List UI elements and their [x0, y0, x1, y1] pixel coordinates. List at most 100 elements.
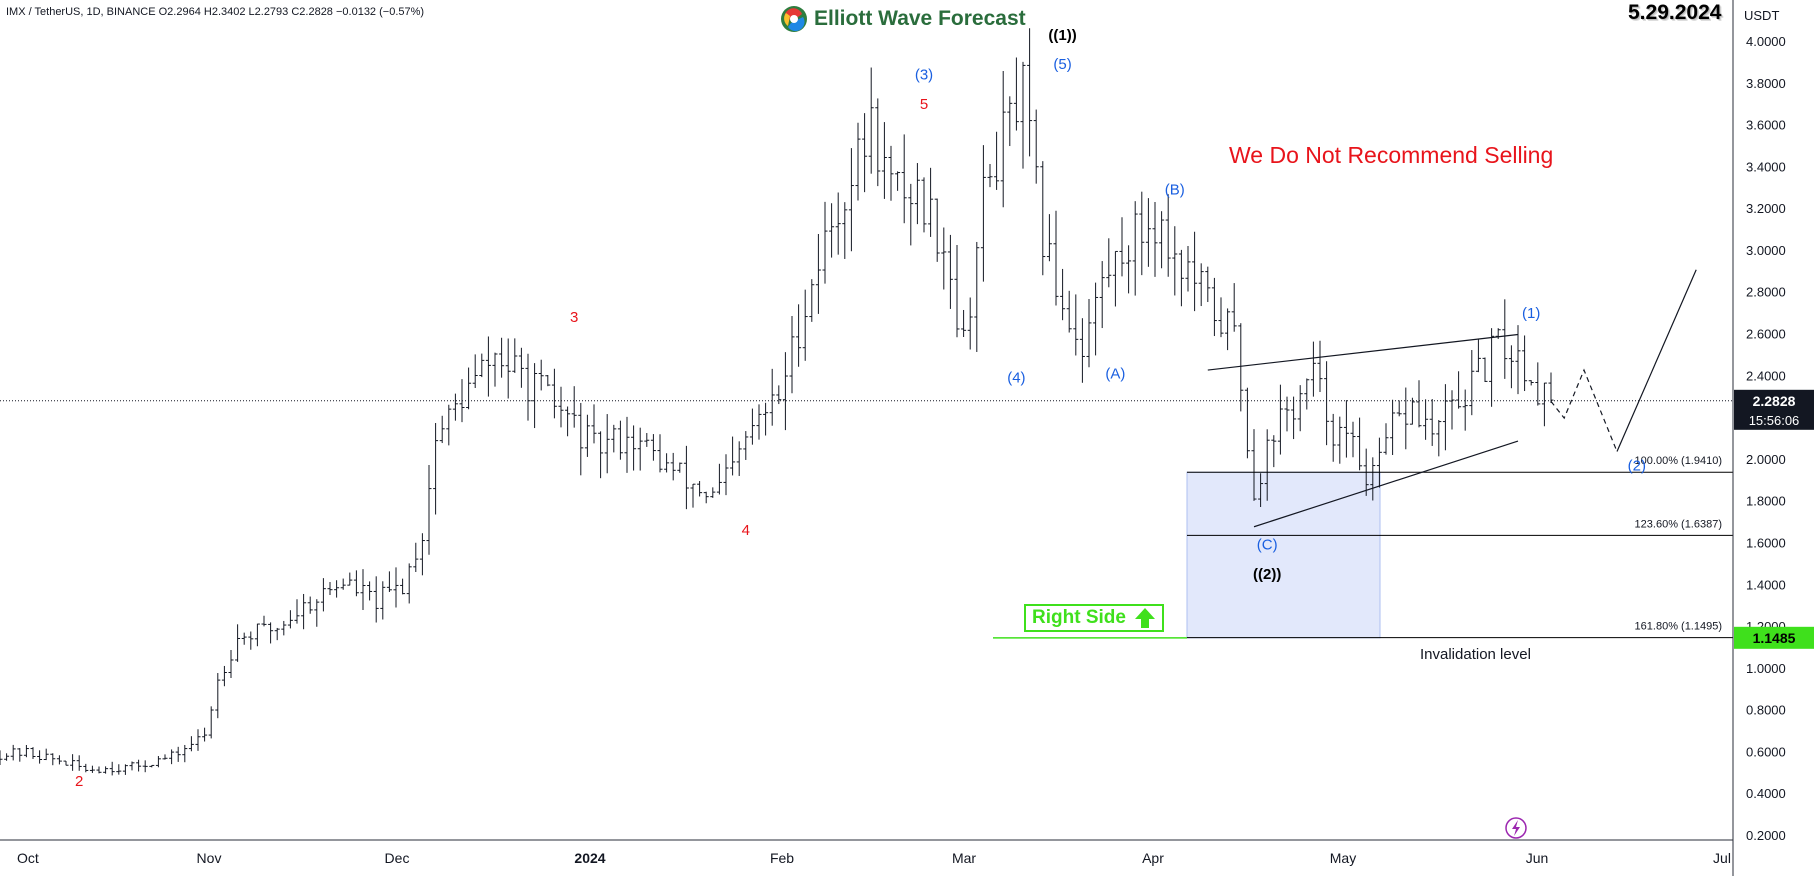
- ohlc-bar: [862, 113, 868, 193]
- price-tick-label: 1.0000: [1746, 661, 1786, 676]
- flash-icon[interactable]: [1505, 817, 1527, 839]
- wave-label: 4: [742, 522, 750, 539]
- ohlc-bar: [182, 744, 188, 763]
- ohlc-bar: [835, 192, 841, 255]
- ohlc-bar: [1528, 380, 1534, 386]
- ohlc-bar: [782, 352, 788, 431]
- ohlc-bar: [149, 764, 155, 768]
- ohlc-bar: [439, 415, 445, 444]
- ohlc-bar: [1238, 323, 1244, 412]
- ohlc-bar: [974, 241, 980, 352]
- ohlc-bar: [452, 393, 458, 421]
- ohlc-bar: [947, 234, 953, 309]
- ohlc-bar: [1126, 245, 1132, 294]
- ohlc-bar: [1337, 416, 1343, 464]
- ohlc-bar: [70, 754, 76, 771]
- ohlc-bar: [268, 622, 274, 644]
- ohlc-bar: [1145, 198, 1151, 267]
- ohlc-bar: [736, 441, 742, 476]
- ohlc-bar: [888, 145, 894, 201]
- ohlc-bar: [578, 402, 584, 476]
- ohlc-bar: [175, 746, 181, 762]
- bar-countdown: 15:56:06: [1749, 413, 1800, 428]
- ohlc-bar: [1469, 350, 1475, 416]
- ohlc-bar: [320, 578, 326, 612]
- ohlc-bar: [1508, 345, 1514, 389]
- ohlc-bar: [373, 576, 379, 623]
- ohlc-bar: [908, 183, 914, 246]
- time-tick-label: Jun: [1526, 850, 1549, 866]
- ohlc-bar: [492, 352, 498, 387]
- currency-label[interactable]: USDT: [1744, 8, 1780, 23]
- ohlc-bar: [1456, 371, 1462, 409]
- ohlc-bar: [1119, 217, 1125, 277]
- ohlc-bar: [875, 98, 881, 187]
- ohlc-bar: [1152, 202, 1158, 277]
- ohlc-bar: [644, 433, 650, 447]
- ohlc-bar: [532, 363, 538, 429]
- ohlc-bar: [188, 736, 194, 752]
- ohlc-bar: [809, 279, 815, 322]
- brand-swirl-icon: [781, 6, 807, 32]
- ohlc-bar: [1502, 299, 1508, 379]
- last-price-badge: [1734, 389, 1814, 430]
- ohlc-bar: [815, 234, 821, 314]
- ohlc-bar: [690, 483, 696, 508]
- ohlc-bar: [1343, 400, 1349, 458]
- ohlc-bar: [987, 164, 993, 188]
- ohlc-bar: [829, 203, 835, 258]
- price-axis-panel: [1733, 0, 1815, 876]
- ohlc-bar: [122, 764, 128, 775]
- ohlc-bar: [208, 706, 214, 739]
- ohlc-bar: [109, 761, 115, 776]
- ohlc-bar: [353, 570, 359, 597]
- ohlc-bar: [730, 436, 736, 476]
- invalidation-price-badge: [1734, 626, 1814, 649]
- ohlc-bar: [400, 578, 406, 595]
- ohlc-bar: [1218, 297, 1224, 338]
- price-tick-label: 2.6000: [1746, 327, 1786, 342]
- price-tick-label: 1.6000: [1746, 535, 1786, 550]
- ohlc-bar: [274, 627, 280, 641]
- ohlc-bar: [1317, 340, 1323, 393]
- ohlc-bar: [202, 727, 208, 742]
- price-tick-label: 0.4000: [1746, 786, 1786, 801]
- ohlc-bar: [749, 408, 755, 445]
- time-tick-label: Nov: [197, 850, 222, 866]
- ohlc-bar: [63, 760, 69, 766]
- invalidation-label: Invalidation level: [1420, 646, 1531, 663]
- ohlc-bar: [1086, 299, 1092, 368]
- ohlc-bar: [1330, 413, 1336, 462]
- ohlc-bar: [1060, 268, 1066, 321]
- ohlc-bar: [670, 452, 676, 481]
- ohlc-bar: [1040, 161, 1046, 276]
- triangle-lower-line: [1253, 440, 1519, 528]
- ohlc-bar: [1522, 335, 1528, 392]
- ohlc-bar: [1429, 399, 1435, 446]
- ohlc-bar: [868, 67, 874, 174]
- time-tick-label: 2024: [574, 850, 605, 866]
- ohlc-bar: [43, 748, 49, 761]
- ohlc-bar: [769, 368, 775, 426]
- ohlc-bar: [789, 316, 795, 394]
- ohlc-bar: [103, 766, 109, 774]
- wave-label: (2): [1628, 457, 1646, 474]
- ohlc-bar: [281, 620, 287, 636]
- ohlc-bar: [83, 763, 89, 773]
- ohlc-bar: [76, 755, 82, 771]
- ohlc-bar: [1436, 420, 1442, 457]
- ohlc-bar: [56, 755, 62, 765]
- ohlc-bar: [1244, 387, 1250, 459]
- symbol-info-line: IMX / TetherUS, 1D, BINANCE O2.2964 H2.3…: [6, 6, 425, 18]
- ohlc-bar: [10, 744, 16, 761]
- ohlc-bar: [881, 122, 887, 199]
- ohlc-bar: [446, 404, 452, 446]
- ohlc-bar: [347, 572, 353, 586]
- price-tick-label: 0.2000: [1746, 828, 1786, 843]
- ohlc-bar: [472, 354, 478, 388]
- ohlc-bar: [1079, 318, 1085, 383]
- ohlc-bar: [129, 761, 135, 771]
- ohlc-bar: [228, 649, 234, 679]
- price-tick-label: 3.8000: [1746, 76, 1786, 91]
